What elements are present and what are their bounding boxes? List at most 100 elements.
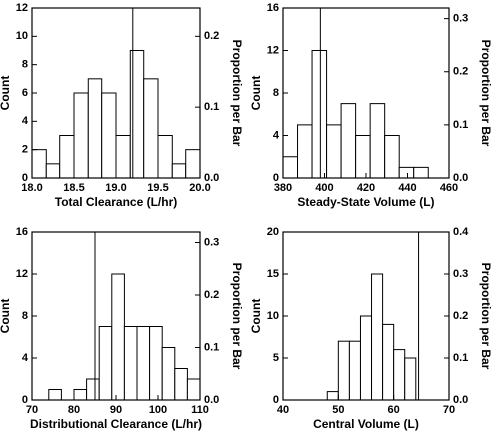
y-tick-label: 4	[22, 115, 29, 127]
x-tick-label: 60	[388, 404, 400, 416]
y2-tick-label: 0.0	[453, 172, 468, 184]
y2-tick-label: 0.2	[204, 289, 219, 301]
y-tick-label: 15	[267, 268, 279, 280]
x-tick-label: 380	[274, 182, 292, 194]
y2-tick-label: 0.2	[204, 30, 219, 42]
x-tick-label: 70	[26, 404, 38, 416]
y2-tick-label: 0.0	[204, 394, 219, 406]
bar	[297, 124, 313, 179]
y-tick-label: 0	[273, 172, 279, 184]
bar	[59, 135, 75, 179]
bar	[413, 166, 429, 179]
bar	[311, 50, 328, 179]
y-tick-label: 4	[273, 129, 280, 141]
bar	[73, 92, 89, 179]
y2-tick-label: 0.2	[453, 310, 468, 322]
y-tick-label: 8	[22, 310, 28, 322]
bar	[111, 273, 125, 401]
bar	[326, 391, 339, 401]
y2-axis-label: Proportion per Bar	[230, 263, 244, 370]
y2-tick-label: 0.3	[453, 268, 468, 280]
bar	[73, 389, 88, 401]
y2-axis-label: Proportion per Bar	[479, 263, 493, 370]
bar	[393, 349, 406, 401]
y-tick-label: 6	[22, 87, 28, 99]
bar	[382, 323, 395, 401]
x-tick-label: 20.0	[189, 182, 210, 194]
y2-tick-label: 0.4	[453, 226, 469, 238]
x-tick-label: 90	[110, 404, 122, 416]
bar	[174, 368, 188, 401]
y-tick-label: 2	[22, 144, 28, 156]
y2-tick-label: 0.2	[453, 66, 468, 78]
y-tick-label: 12	[16, 2, 28, 14]
bar	[86, 378, 100, 401]
bar	[404, 357, 417, 401]
y-tick-label: 0	[22, 394, 28, 406]
bar	[115, 135, 131, 179]
y-tick-label: 12	[267, 44, 279, 56]
bar	[98, 326, 113, 401]
bar	[337, 340, 350, 401]
bar	[101, 92, 117, 179]
y-tick-label: 20	[267, 226, 279, 238]
bar	[340, 103, 357, 179]
bar	[185, 149, 201, 179]
x-tick-label: 420	[357, 182, 375, 194]
bar	[355, 135, 371, 179]
bar	[123, 326, 138, 401]
x-axis-label: Central Volume (L)	[313, 417, 419, 431]
bar	[371, 273, 384, 401]
bar	[398, 166, 415, 179]
y-tick-label: 8	[273, 87, 279, 99]
x-tick-label: 19.5	[147, 182, 168, 194]
bar	[136, 326, 151, 401]
bar	[384, 135, 400, 179]
bar	[31, 149, 47, 179]
x-tick-label: 440	[398, 182, 416, 194]
bar	[171, 163, 187, 179]
y-tick-label: 12	[16, 268, 28, 280]
x-tick-label: 110	[191, 404, 209, 416]
y-tick-label: 0	[22, 172, 28, 184]
y-axis-label: Count	[249, 76, 263, 111]
x-tick-label: 40	[277, 404, 289, 416]
x-tick-label: 400	[315, 182, 333, 194]
bar	[186, 378, 201, 401]
bar	[359, 315, 373, 401]
y-axis-label: Count	[249, 299, 263, 334]
bar	[326, 124, 342, 179]
y2-tick-label: 0.1	[204, 101, 219, 113]
y2-axis-label: Proportion per Bar	[479, 40, 493, 147]
x-tick-label: 18.0	[21, 182, 42, 194]
bar	[157, 135, 173, 179]
x-axis-label: Total Clearance (L/hr)	[55, 195, 177, 209]
y2-axis-label: Proportion per Bar	[230, 40, 244, 147]
y2-tick-label: 0.3	[453, 13, 468, 25]
y-tick-label: 10	[267, 310, 279, 322]
x-axis-label: Steady-State Volume (L)	[297, 195, 434, 209]
y-axis-label: Count	[0, 76, 12, 111]
x-tick-label: 100	[149, 404, 167, 416]
bar	[282, 156, 299, 179]
x-tick-label: 19.0	[105, 182, 126, 194]
y-tick-label: 10	[16, 30, 28, 42]
bar	[87, 78, 103, 179]
y-tick-label: 16	[16, 226, 28, 238]
y2-tick-label: 0.1	[204, 341, 219, 353]
x-tick-label: 18.5	[63, 182, 84, 194]
bar	[369, 103, 386, 179]
y-tick-label: 16	[267, 2, 279, 14]
x-tick-label: 50	[332, 404, 344, 416]
x-tick-label: 460	[440, 182, 458, 194]
y2-tick-label: 0.3	[204, 236, 219, 248]
bar	[129, 50, 145, 179]
y-tick-label: 0	[273, 394, 279, 406]
x-tick-label: 70	[443, 404, 455, 416]
y-axis-label: Count	[0, 299, 12, 334]
bar	[149, 326, 163, 401]
bar	[161, 347, 176, 401]
x-tick-label: 80	[68, 404, 80, 416]
y2-tick-label: 0.0	[453, 394, 468, 406]
